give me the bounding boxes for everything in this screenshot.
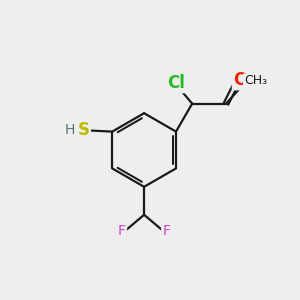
Text: CH₃: CH₃: [244, 74, 267, 88]
Text: H: H: [65, 123, 75, 137]
Text: O: O: [233, 71, 247, 89]
Text: F: F: [162, 224, 170, 238]
Text: S: S: [78, 121, 90, 139]
Text: Cl: Cl: [167, 74, 185, 92]
Text: F: F: [118, 224, 126, 238]
